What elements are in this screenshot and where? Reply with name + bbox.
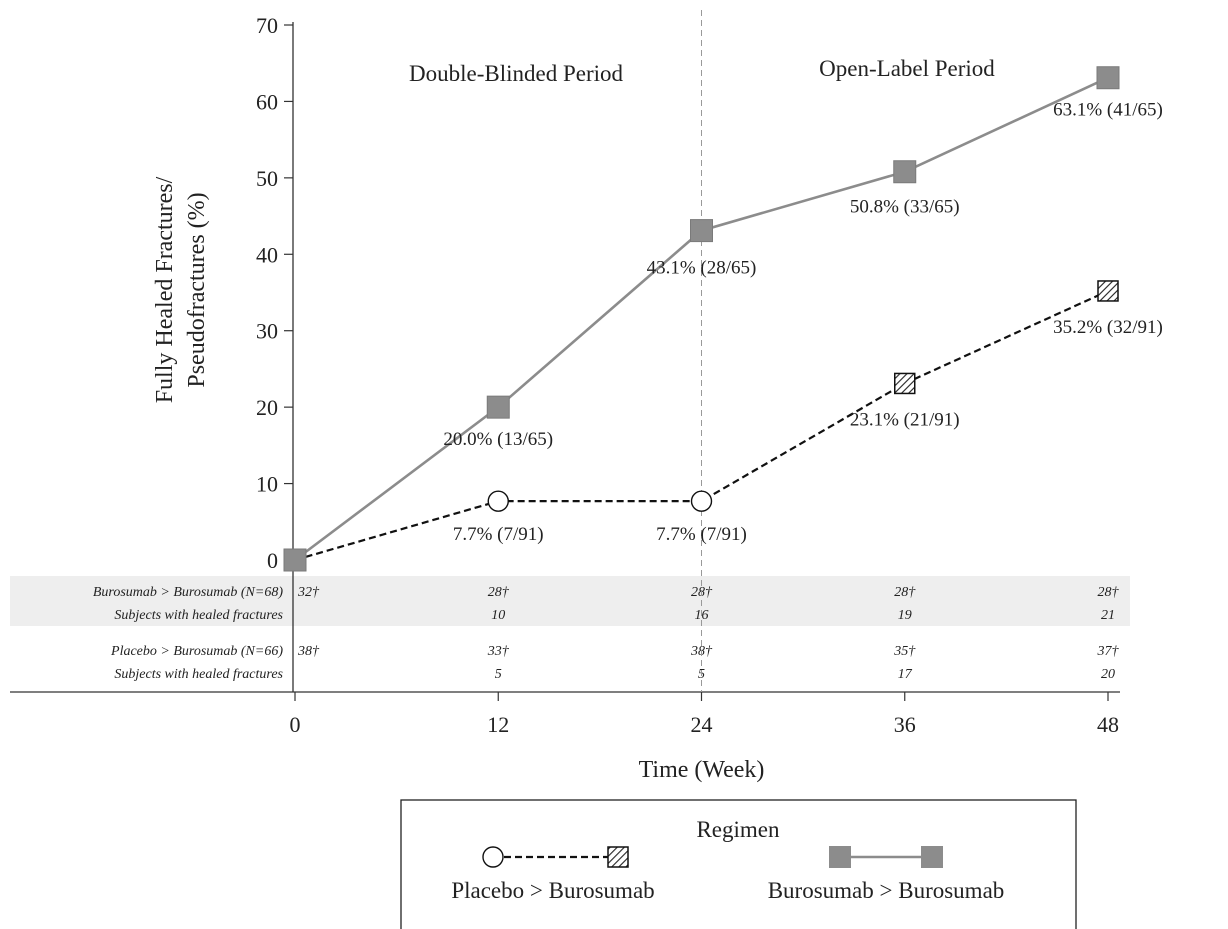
table-cell: 21 xyxy=(1101,608,1115,623)
period-label-open-label: Open-Label Period xyxy=(819,56,995,81)
table-cell: 37† xyxy=(1097,644,1120,659)
data-point xyxy=(1096,66,1120,90)
x-tick-label: 24 xyxy=(691,712,713,737)
table-row-label: Subjects with healed fractures xyxy=(114,667,283,682)
data-label: 20.0% (13/65) xyxy=(443,429,553,450)
y-tick-label: 10 xyxy=(256,472,278,497)
table-cell: 32† xyxy=(297,585,320,600)
data-point xyxy=(486,395,510,419)
table-cell: 5 xyxy=(495,667,502,682)
table-cell: 33† xyxy=(487,644,510,659)
table-cell: 35† xyxy=(893,644,916,659)
y-axis-title-line: Pseudofractures (%) xyxy=(184,192,210,387)
x-tick-label: 0 xyxy=(290,712,301,737)
table-row-label: Placebo > Burosumab (N=66) xyxy=(110,644,283,659)
table-cell: 20 xyxy=(1101,667,1115,682)
table-row-label: Subjects with healed fractures xyxy=(114,608,283,623)
table-cell: 10 xyxy=(491,608,505,623)
data-label: 7.7% (7/91) xyxy=(656,524,747,545)
data-label: 35.2% (32/91) xyxy=(1053,317,1163,338)
data-point xyxy=(690,490,713,512)
legend-marker-hatched-square xyxy=(607,846,629,868)
data-point xyxy=(1097,280,1119,302)
data-point xyxy=(894,372,916,395)
table-cell: 28† xyxy=(894,585,916,600)
table-cell: 19 xyxy=(898,608,912,623)
y-tick-label: 60 xyxy=(256,89,278,114)
data-label: 23.1% (21/91) xyxy=(850,409,960,430)
x-axis-title: Time (Week) xyxy=(639,757,765,783)
table-cell: 28† xyxy=(1098,585,1120,600)
data-point xyxy=(893,160,917,184)
data-label: 50.8% (33/65) xyxy=(850,197,960,218)
data-label: 43.1% (28/65) xyxy=(647,258,757,279)
table-cell: 28† xyxy=(488,585,510,600)
y-tick-label: 20 xyxy=(256,395,278,420)
data-point xyxy=(487,490,509,512)
y-tick-label: 70 xyxy=(256,13,278,38)
table-row-label: Burosumab > Burosumab (N=68) xyxy=(93,585,283,600)
x-tick-label: 36 xyxy=(894,712,916,737)
table-cell: 38† xyxy=(297,644,320,659)
legend-marker-square-left xyxy=(829,846,851,868)
data-point xyxy=(283,548,307,572)
y-tick-label: 30 xyxy=(256,319,278,344)
legend-marker-open-circle xyxy=(482,846,504,868)
legend-title: Regimen xyxy=(696,817,780,842)
table-cell: 17 xyxy=(898,667,913,682)
x-tick-label: 48 xyxy=(1097,712,1119,737)
y-tick-label: 50 xyxy=(256,166,278,191)
data-point xyxy=(690,219,713,243)
period-label-double-blinded: Double-Blinded Period xyxy=(409,61,623,86)
y-tick-label: 0 xyxy=(267,548,278,573)
table-shaded-band xyxy=(10,576,1130,626)
x-tick-label: 12 xyxy=(487,712,509,737)
legend-box xyxy=(400,799,1077,929)
legend-marker-square-right xyxy=(921,846,943,868)
data-label: 7.7% (7/91) xyxy=(453,524,544,545)
legend-label-burosumab: Burosumab > Burosumab xyxy=(768,878,1005,903)
data-label: 63.1% (41/65) xyxy=(1053,100,1163,121)
y-axis-title-line: Fully Healed Fractures/ xyxy=(152,176,178,403)
y-tick-label: 40 xyxy=(256,242,278,267)
y-axis-title: Fully Healed Fractures/Pseudofractures (… xyxy=(152,176,210,403)
legend-label-placebo: Placebo > Burosumab xyxy=(451,878,654,903)
